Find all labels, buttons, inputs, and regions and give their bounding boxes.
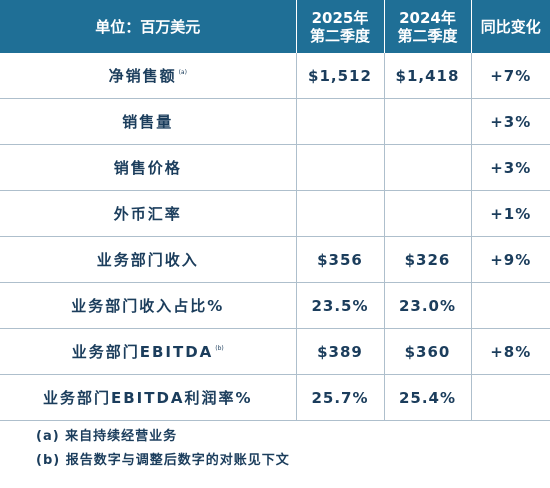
row-label-text: 业务部门EBITDA [71,343,214,361]
footnote-marker: (b) [215,345,224,352]
q2-2024-value [383,190,471,237]
table-row: 净销售额 (a) $1,512 $1,418 +7% [0,53,550,99]
q2-2025-value: $356 [295,236,384,283]
row-label: 外币汇率 [0,190,296,237]
q2-2024-value: $360 [383,328,471,375]
yoy-value [470,374,550,421]
yoy-change-header: 同比变化 [470,0,550,53]
footnotes: (a) 来自持续经营业务 (b) 报告数字与调整后数字的对账见下文 [36,425,290,473]
yoy-value: +9% [470,236,550,283]
q2-2025-header: 2025年 第二季度 [295,0,384,53]
row-label: 业务部门EBITDA利润率% [0,374,296,421]
row-label-text: 销售量 [122,113,174,131]
q2-2025-value [295,144,384,191]
yoy-value: +8% [470,328,550,375]
table-row: 业务部门收入 $356 $326 +9% [0,236,550,283]
yoy-value: +1% [470,190,550,237]
row-label-text: 净销售额 [108,67,177,85]
q2-2025-header-year: 2025年 [311,8,369,27]
row-label-text: 外币汇率 [113,205,182,223]
table-row: 外币汇率 +1% [0,190,550,237]
q2-2024-value: $326 [383,236,471,283]
yoy-value: +3% [470,144,550,191]
unit-header: 单位：百万美元 [0,0,296,53]
table-header-row: 单位：百万美元 2025年 第二季度 2024年 第二季度 同比变化 [0,0,550,53]
q2-2024-value: 25.4% [383,374,471,421]
q2-2024-value: $1,418 [383,53,471,99]
row-label-text: 销售价格 [113,159,182,177]
q2-2025-value [295,98,384,145]
q2-2024-value [383,144,471,191]
row-label: 业务部门收入占比% [0,282,296,329]
q2-2024-value [383,98,471,145]
q2-2024-header-year: 2024年 [399,8,456,27]
table-row: 业务部门收入占比% 23.5% 23.0% [0,282,550,329]
row-label: 销售价格 [0,144,296,191]
row-label-text: 业务部门EBITDA利润率% [42,389,253,407]
q2-2025-header-quarter: 第二季度 [309,26,370,45]
q2-2025-value [295,190,384,237]
table-row: 销售价格 +3% [0,144,550,191]
row-label: 净销售额 (a) [0,53,296,99]
financial-summary-table: 单位：百万美元 2025年 第二季度 2024年 第二季度 同比变化 净销售额(… [0,0,550,421]
q2-2025-value: $1,512 [295,53,384,99]
row-label: 业务部门收入 [0,236,296,283]
footnote-marker: (a) [178,69,187,76]
table-row: 业务部门EBITDA (b) $389 $360 +8% [0,328,550,375]
q2-2024-header: 2024年 第二季度 [383,0,471,53]
yoy-value: +7% [470,53,550,99]
row-label-text: 业务部门收入 [96,251,199,269]
q2-2024-value: 23.0% [383,282,471,329]
footnote-a: (a) 来自持续经营业务 [36,429,178,444]
row-label: 业务部门EBITDA (b) [0,328,296,375]
row-label-text: 业务部门收入占比% [71,297,225,315]
table-row: 销售量 +3% [0,98,550,145]
q2-2025-value: $389 [295,328,384,375]
yoy-value: +3% [470,98,550,145]
yoy-value [470,282,550,329]
q2-2024-header-quarter: 第二季度 [397,26,458,45]
row-label: 销售量 [0,98,296,145]
q2-2025-value: 25.7% [295,374,384,421]
table-row: 业务部门EBITDA利润率% 25.7% 25.4% [0,374,550,421]
footnote-b: (b) 报告数字与调整后数字的对账见下文 [36,453,290,468]
q2-2025-value: 23.5% [295,282,384,329]
